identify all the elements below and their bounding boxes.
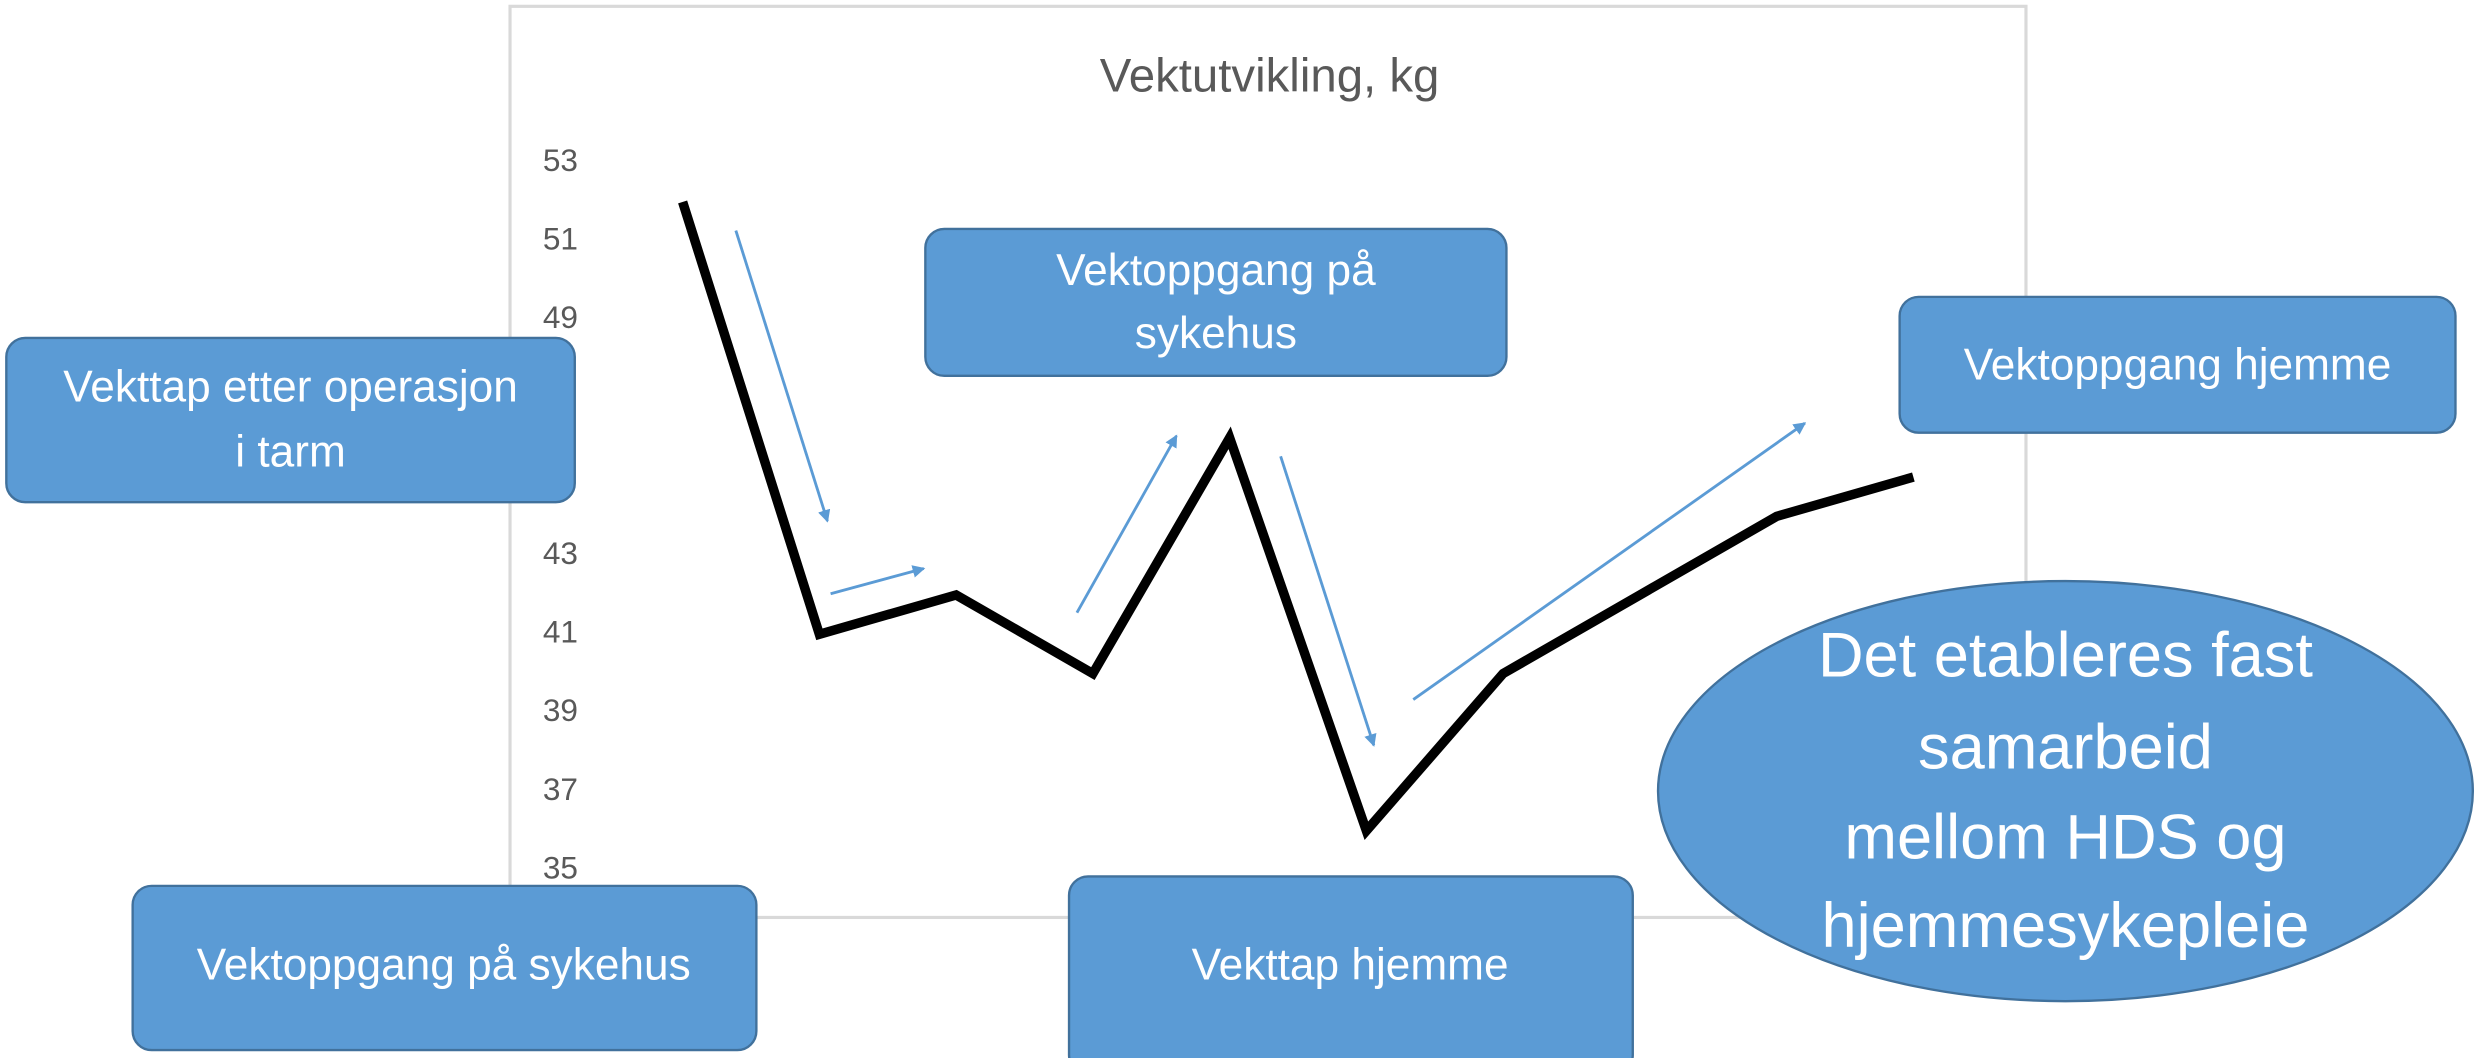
callout-text: Vekttap hjemme xyxy=(1192,941,1509,990)
callouts: Vekttap etter operasjon i tarm Vektoppga… xyxy=(5,227,2475,1058)
callout-text: mellom HDS og xyxy=(1844,802,2286,872)
callout-box xyxy=(1067,875,1634,1058)
callout-text: hjemmesykepleie xyxy=(1821,891,2309,961)
arrow xyxy=(734,230,831,523)
y-tick-label: 37 xyxy=(543,771,578,807)
chart-title: Vektutvikling, kg xyxy=(1100,49,1440,102)
callout-text: samarbeid xyxy=(1918,712,2213,782)
callout-ellipse xyxy=(1656,579,2475,1003)
y-tick-label: 43 xyxy=(543,535,578,571)
y-tick-label: 53 xyxy=(543,142,578,178)
arrows xyxy=(734,230,1807,747)
callout-text: sykehus xyxy=(1135,309,1297,358)
y-tick-label: 39 xyxy=(543,692,578,728)
callout-text: Vektoppgang på xyxy=(1056,246,1376,295)
callout-box xyxy=(924,227,1508,378)
arrow xyxy=(1075,434,1178,614)
callout-box xyxy=(131,884,758,1052)
callout-text: Vektoppgang hjemme xyxy=(1964,341,2392,390)
line-series xyxy=(678,200,1915,841)
callout-text: Vektoppgang på sykehus xyxy=(197,941,691,990)
callout-text: Vekttap etter operasjon xyxy=(63,363,518,412)
callout-box xyxy=(1898,295,2457,434)
arrow xyxy=(1412,422,1807,701)
arrow xyxy=(830,565,926,596)
y-tick-label: 49 xyxy=(543,299,578,335)
y-tick-label: 41 xyxy=(543,614,578,650)
callout-text: i tarm xyxy=(235,427,346,476)
arrow xyxy=(1279,455,1377,747)
y-tick-label: 35 xyxy=(543,849,578,885)
y-tick-label: 51 xyxy=(543,221,578,257)
callout-text: Det etableres fast xyxy=(1818,621,2313,691)
callout-box xyxy=(5,336,576,504)
